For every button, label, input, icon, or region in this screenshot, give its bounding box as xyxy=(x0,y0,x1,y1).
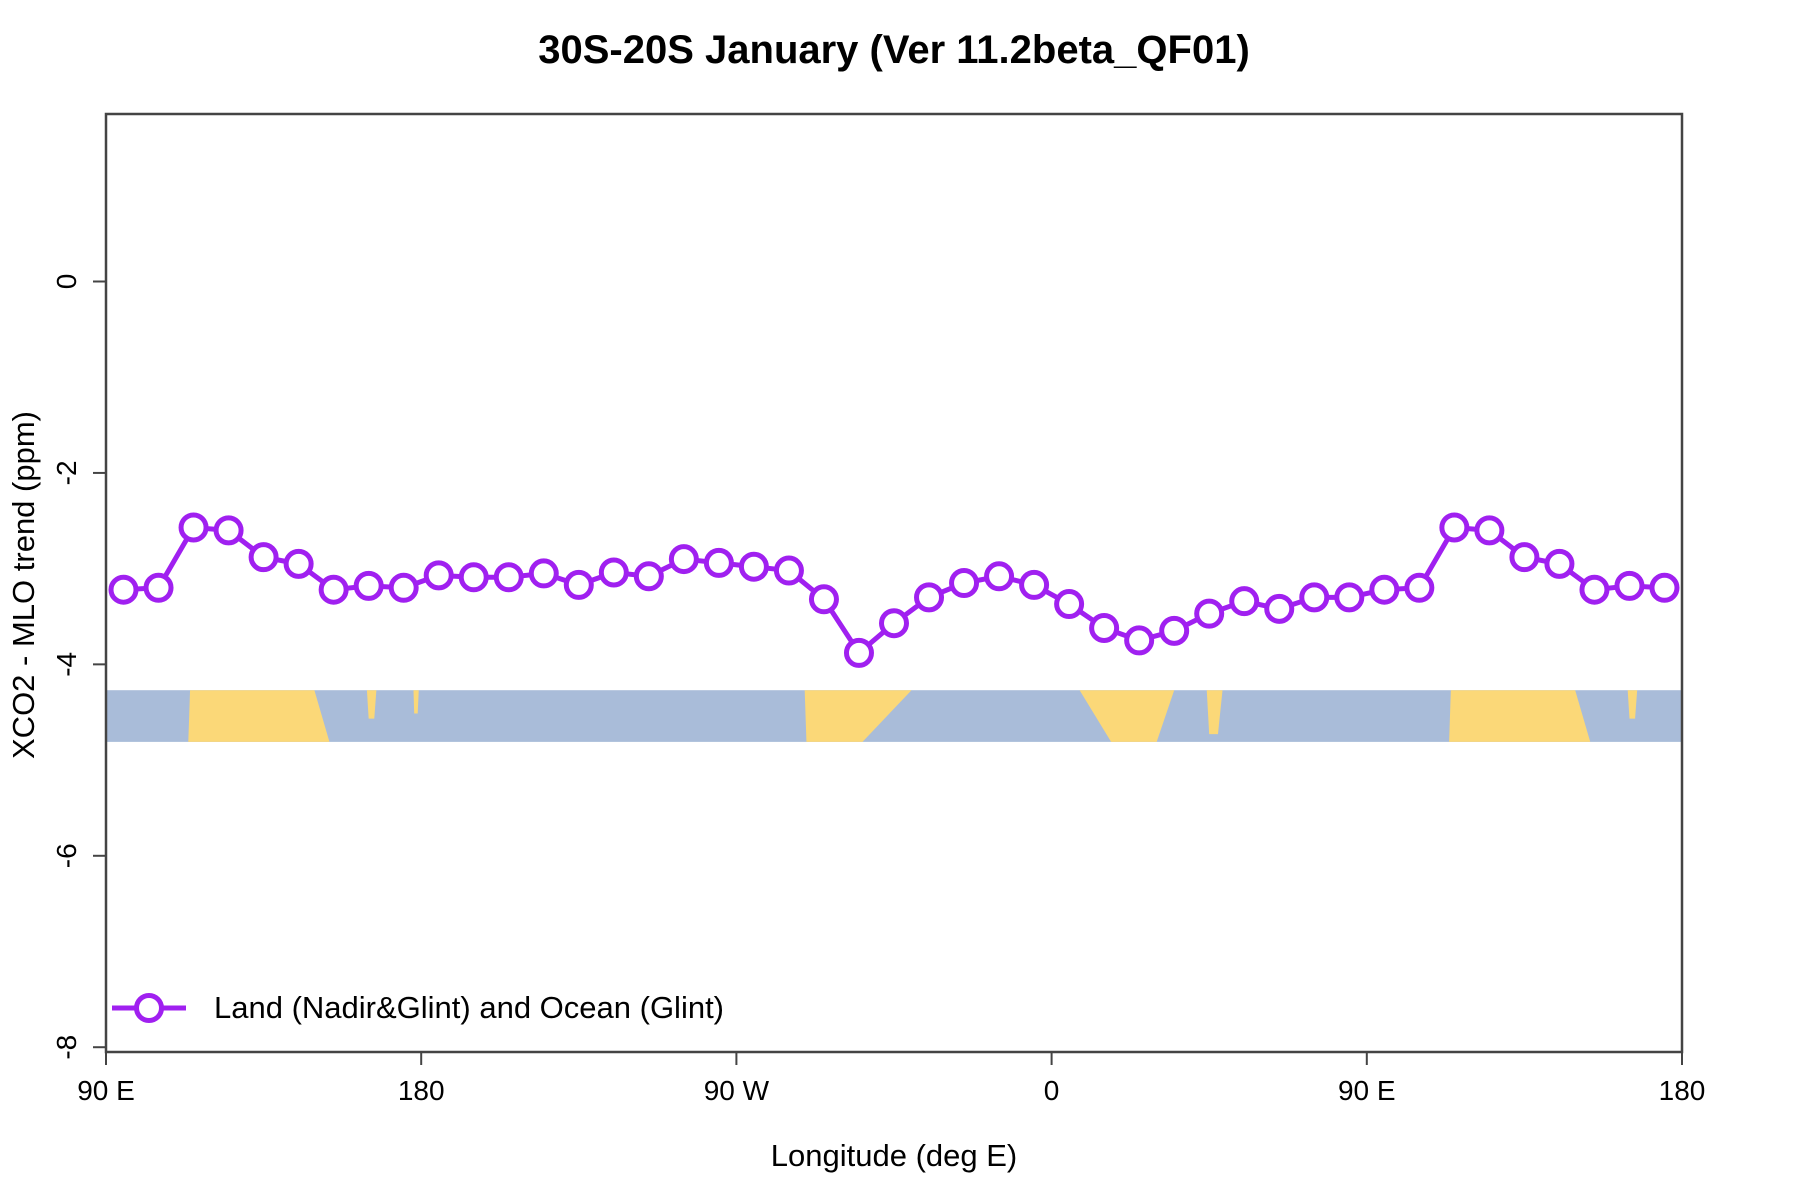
chart-title: 30S-20S January (Ver 11.2beta_QF01) xyxy=(538,28,1250,72)
data-point xyxy=(1439,512,1470,543)
legend-label: Land (Nadir&Glint) and Ocean (Glint) xyxy=(214,990,725,1025)
x-axis-tick-label: 90 W xyxy=(704,1075,770,1106)
x-axis-tick-label: 180 xyxy=(398,1075,445,1106)
data-point xyxy=(984,561,1015,592)
data-point xyxy=(213,515,244,546)
land-patch-new-caledonia xyxy=(366,690,377,719)
data-point xyxy=(1579,574,1610,605)
data-point xyxy=(388,572,419,603)
y-axis-title: XCO2 - MLO trend (ppm) xyxy=(6,411,41,759)
data-point xyxy=(598,557,629,588)
data-point xyxy=(668,544,699,575)
data-point xyxy=(1159,615,1190,646)
data-point xyxy=(1474,515,1505,546)
data-point xyxy=(423,560,454,591)
data-point xyxy=(738,551,769,582)
data-point xyxy=(1054,589,1085,620)
legend-marker-open-circle-icon xyxy=(112,993,186,1023)
x-axis-title: Longitude (deg E) xyxy=(770,1138,1018,1173)
x-axis-tick-label: 90 E xyxy=(77,1075,135,1106)
y-axis-tick-label: -4 xyxy=(51,652,82,677)
y-axis-tick-label: -2 xyxy=(51,460,82,485)
legend: Land (Nadir&Glint) and Ocean (Glint) xyxy=(110,988,724,1028)
data-point xyxy=(949,568,980,598)
data-point xyxy=(283,548,314,579)
data-point xyxy=(1334,582,1365,613)
data-point xyxy=(353,570,384,601)
land-patch-southern-africa xyxy=(1079,690,1175,742)
data-point xyxy=(703,547,734,578)
data-point xyxy=(808,584,839,615)
data-point xyxy=(1404,572,1435,603)
data-point xyxy=(633,561,664,592)
land-patch-new-caledonia-repeat xyxy=(1627,690,1638,719)
data-point xyxy=(1124,625,1155,656)
x-axis-tick-label: 90 E xyxy=(1338,1075,1396,1106)
land-patch-fiji xyxy=(413,690,419,714)
data-point xyxy=(879,608,909,639)
data-point xyxy=(1089,612,1120,643)
data-point xyxy=(1019,569,1050,600)
data-point xyxy=(248,542,279,573)
data-point xyxy=(1614,570,1645,601)
data-point xyxy=(1194,598,1225,629)
x-axis-tick-label: 180 xyxy=(1659,1075,1706,1106)
data-point xyxy=(108,574,139,605)
data-point xyxy=(528,558,559,589)
data-point xyxy=(178,512,209,543)
data-point xyxy=(318,574,349,605)
data-point xyxy=(1299,582,1330,613)
land-patch-australia-repeat xyxy=(1449,690,1591,742)
data-point xyxy=(1509,542,1540,573)
data-point xyxy=(843,637,874,668)
y-axis-tick-label: -6 xyxy=(51,843,82,868)
data-point xyxy=(1649,572,1680,603)
data-point xyxy=(563,569,594,600)
land-patch-south-america xyxy=(804,690,912,742)
data-point xyxy=(773,555,804,586)
data-point xyxy=(1369,574,1400,605)
data-point xyxy=(914,582,945,613)
land-patch-australia xyxy=(188,690,330,742)
x-axis-tick-label: 0 xyxy=(1044,1075,1060,1106)
data-point xyxy=(458,562,489,593)
y-axis-tick-label: 0 xyxy=(51,274,82,290)
data-point xyxy=(1229,586,1260,617)
land-patch-madagascar xyxy=(1206,690,1223,735)
y-axis-tick-label: -8 xyxy=(51,1035,82,1060)
data-point xyxy=(143,572,174,603)
plot-box xyxy=(104,112,1684,1054)
data-point xyxy=(493,562,524,593)
data-point xyxy=(1544,548,1575,579)
data-point xyxy=(1264,593,1295,624)
